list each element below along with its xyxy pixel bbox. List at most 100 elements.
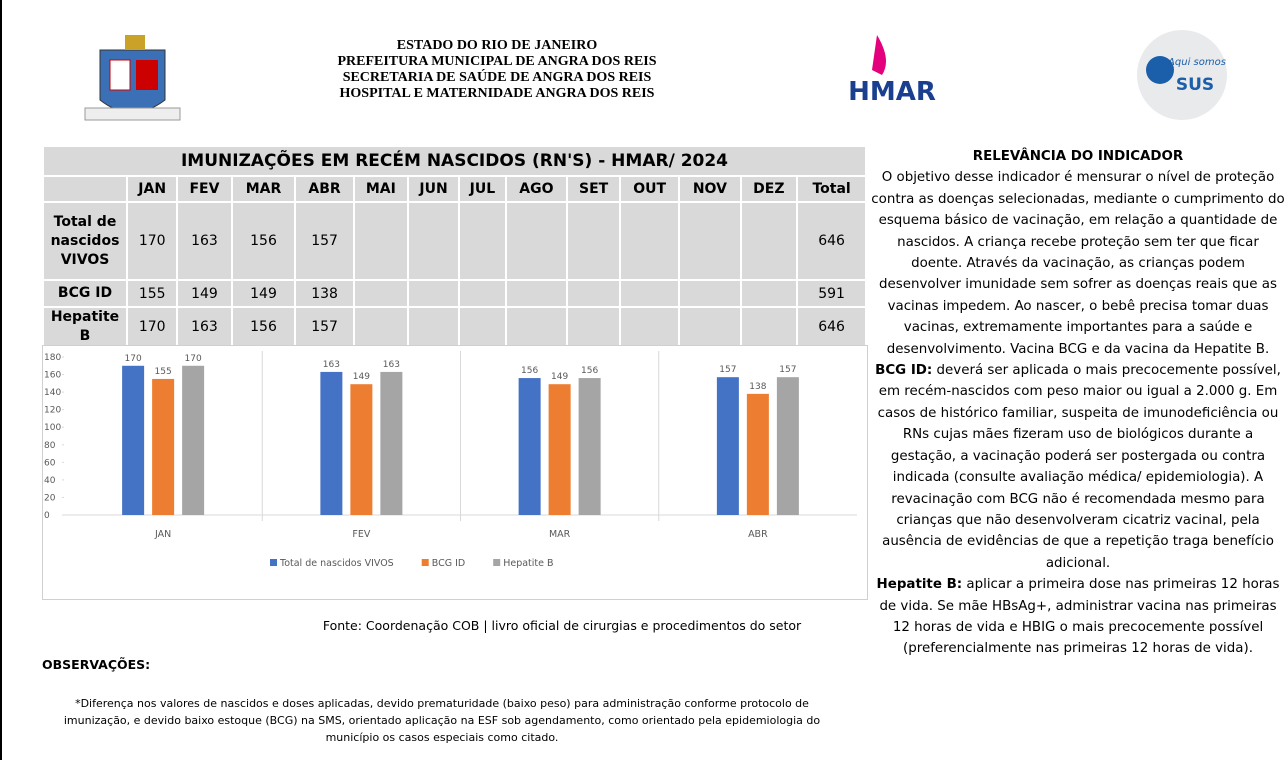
header-line: SECRETARIA DE SAÚDE DE ANGRA DOS REIS (342, 70, 652, 85)
bar (548, 384, 571, 515)
column-header: OUT (621, 177, 679, 201)
data-label: 170 (185, 354, 202, 364)
bar (320, 371, 343, 515)
cell (354, 281, 407, 306)
cell (408, 203, 459, 279)
bar (776, 377, 799, 515)
relevance-paragraph: Hepatite B: aplicar a primeira dose nas … (870, 574, 1284, 660)
cell: 138 (296, 281, 353, 306)
relevance-title: RELEVÂNCIA DO INDICADOR (972, 149, 1184, 164)
data-label: 138 (749, 382, 766, 392)
data-label: 157 (779, 365, 796, 375)
paragraph-text: deverá ser aplicada o mais precocemente … (877, 363, 1281, 571)
cell: 149 (178, 281, 231, 306)
hmar-text: HMAR (848, 77, 936, 107)
data-label: 163 (383, 360, 400, 370)
bar (578, 378, 601, 515)
row-label: Hepatite B (44, 308, 126, 346)
chart: 0 20 40 60 80 100 120 140 160 180 JAN 170 155 170 FEV 1… (42, 345, 868, 600)
observations-text: *Diferença nos valores de nascidos e dos… (63, 697, 821, 744)
cell (460, 308, 505, 346)
cell (680, 281, 740, 306)
paragraph-label: Hepatite B: (876, 577, 963, 593)
cell (621, 281, 679, 306)
cell: 646 (798, 203, 865, 279)
data-label: 149 (353, 372, 370, 382)
cell: 157 (296, 308, 353, 346)
y-tick-label: 180 (44, 353, 61, 363)
cell: 163 (178, 308, 231, 346)
cell (680, 203, 740, 279)
x-tick-label: MAR (549, 529, 571, 540)
data-label: 163 (323, 360, 340, 370)
bar (518, 378, 541, 515)
cell (506, 308, 567, 346)
bar (152, 378, 175, 515)
x-tick-label: ABR (748, 529, 768, 540)
column-header: ABR (296, 177, 353, 201)
header-line: HOSPITAL E MATERNIDADE ANGRA DOS REIS (339, 86, 655, 101)
data-label: 170 (125, 354, 142, 364)
cell: 149 (232, 281, 295, 306)
column-header: AGO (506, 177, 567, 201)
data-label: 155 (155, 367, 172, 377)
source: Fonte: Coordenação COB | livro oficial d… (322, 618, 802, 633)
cell: 155 (128, 281, 177, 306)
cell: 156 (232, 308, 295, 346)
column-header: MAR (232, 177, 295, 201)
hmar-logo: HMAR (848, 35, 936, 107)
legend-swatch (421, 559, 429, 566)
sus-big: SUS (1176, 75, 1214, 95)
y-tick-label: 100 (44, 423, 61, 433)
data-label: 156 (521, 366, 538, 376)
cell: 646 (798, 308, 865, 346)
paragraph-label: BCG ID: (875, 363, 933, 379)
cell (741, 203, 797, 279)
cell (621, 203, 679, 279)
column-header: MAI (354, 177, 407, 201)
column-header: JUL (460, 177, 505, 201)
cell (568, 281, 620, 306)
column-header: DEZ (741, 177, 797, 201)
table-title: IMUNIZAÇÕES EM RECÉM NASCIDOS (RN'S) - H… (44, 147, 865, 175)
cell (408, 281, 459, 306)
column-header: NOV (680, 177, 740, 201)
cell (568, 203, 620, 279)
column-header: JAN (128, 177, 177, 201)
legend-swatch (493, 559, 501, 566)
legend-swatch (270, 559, 277, 566)
cell (408, 308, 459, 346)
cell (460, 203, 505, 279)
cell (741, 308, 797, 346)
observations-title: OBSERVAÇÕES: (42, 657, 151, 672)
x-tick-label: JAN (154, 529, 171, 540)
cell (506, 203, 567, 279)
relevance: RELEVÂNCIA DO INDICADOR O objetivo desse … (870, 146, 1284, 660)
header: ESTADO DO RIO DE JANEIRO PREFEITURA MUNIC… (252, 38, 742, 102)
bar (122, 365, 145, 515)
table-row: Total de nascidos VIVOS 170 163 156 157 646 (44, 203, 865, 279)
paragraph-text: aplicar a primeira dose nas primeiras 12… (879, 577, 1280, 657)
table-row: BCG ID 155 149 149 138 591 (44, 281, 865, 306)
bar (746, 393, 769, 515)
title-row: IMUNIZAÇÕES EM RECÉM NASCIDOS (RN'S) - H… (44, 147, 865, 175)
cell (460, 281, 505, 306)
legend-label: Hepatite B (503, 558, 553, 569)
y-tick-label: 80 (44, 441, 56, 451)
cell: 591 (798, 281, 865, 306)
header-line: PREFEITURA MUNICIPAL DE ANGRA DOS REIS (337, 54, 657, 69)
header-row: JAN FEV MAR ABR MAI JUN JUL AGO SET OUT NOV DEZ Tota… (44, 177, 865, 201)
bar (182, 365, 205, 515)
column-header: Total (798, 177, 865, 201)
x-tick-label: FEV (352, 529, 370, 540)
bar (350, 384, 373, 515)
cell (680, 308, 740, 346)
cell (354, 308, 407, 346)
legend-label: Total de nascidos VIVOS (279, 558, 394, 569)
relevance-paragraph: BCG ID: deverá ser aplicada o mais preco… (870, 360, 1284, 574)
data-label: 149 (551, 372, 568, 382)
y-tick-label: 140 (44, 388, 61, 398)
header-line: ESTADO DO RIO DE JANEIRO (396, 38, 598, 53)
column-header: SET (568, 177, 620, 201)
